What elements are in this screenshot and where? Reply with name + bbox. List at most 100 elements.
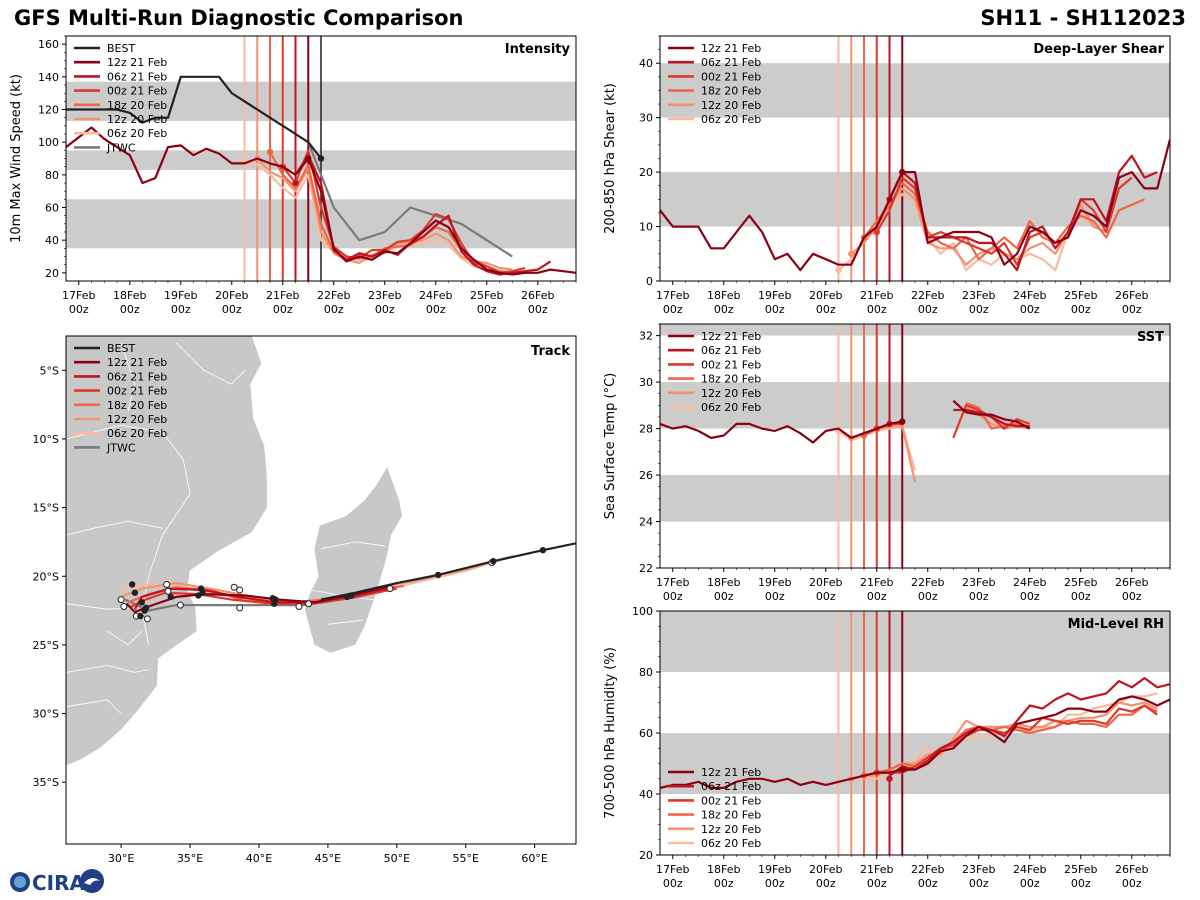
intensity-ytick-label: 80 [45, 169, 59, 182]
sst-legend-label-06z-21-feb: 06z 21 Feb [701, 344, 761, 357]
track-legend-label-best: BEST [107, 342, 135, 355]
sst-legend-label-06z-20-feb: 06z 20 Feb [701, 401, 761, 414]
track-ytick-label: 10°S [33, 433, 59, 446]
intensity-series-06z-20-feb [244, 160, 500, 273]
intensity-xtick-label-hour: 00z [324, 303, 344, 316]
shear-ylabel: 200-850 hPa Shear (kt) [603, 83, 618, 234]
sst-ylabel: Sea Surface Temp (°C) [603, 373, 618, 520]
rh-xtick-label-date: 23Feb [962, 863, 995, 876]
shear-marker-12z-21-feb-0 [899, 168, 906, 176]
shear-xtick-label-date: 20Feb [809, 289, 842, 302]
sst-xtick-label-date: 26Feb [1115, 576, 1148, 589]
admin-boundary-8 [327, 619, 363, 625]
rh-marker-12z-21-feb-0 [899, 766, 906, 773]
shear-legend-label-00z-21-feb: 00z 21 Feb [701, 70, 761, 83]
intensity-legend-label-06z-21-feb: 06z 21 Feb [107, 70, 167, 83]
track-xtick-label: 50°E [384, 852, 410, 865]
shear-xtick-label-hour: 00z [867, 303, 887, 316]
rh-legend-label-00z-21-feb: 00z 21 Feb [701, 794, 761, 807]
intensity-ylabel: 10m Max Wind Speed (kt) [9, 74, 24, 243]
track-position-best-2 [434, 571, 442, 579]
admin-boundary-2 [66, 603, 140, 610]
sst-xtick-label-date: 19Feb [758, 576, 791, 589]
admin-boundary-9 [176, 342, 246, 385]
rh-ylabel: 700-500 hPa Humidity (%) [603, 647, 618, 819]
shear-xtick-label-hour: 00z [1122, 303, 1142, 316]
shear-band-1 [660, 63, 1170, 118]
track-position-best-1 [490, 557, 497, 565]
shear-xtick-label-date: 18Feb [707, 289, 740, 302]
sst-legend-label-18z-20-feb: 18z 20 Feb [701, 373, 761, 386]
rh-xtick-label-date: 19Feb [758, 863, 791, 876]
intensity-legend-label-18z-20-feb: 18z 20 Feb [107, 99, 167, 112]
track-legend-label-12z-20-feb: 12z 20 Feb [107, 413, 167, 426]
admin-boundary-6 [320, 541, 386, 550]
rh-xtick-label-date: 24Feb [1013, 863, 1046, 876]
rh-marker-06z-21-feb-0 [886, 775, 893, 782]
sst-series-18z-20-feb [965, 401, 1030, 430]
rh-xtick-label-date: 20Feb [809, 863, 842, 876]
track-position-12z-21-feb-2 [199, 589, 206, 596]
sst-ytick-label: 22 [639, 562, 653, 575]
shear-ytick-label: 40 [639, 57, 653, 70]
intensity-ytick-label: 100 [38, 136, 59, 149]
sst-xtick-label-hour: 00z [1071, 590, 1091, 603]
intensity-xtick-label-hour: 00z [477, 303, 497, 316]
rh-panel-title: Mid-Level RH [1068, 617, 1164, 632]
track-legend-label-00z-21-feb: 00z 21 Feb [107, 385, 167, 398]
track-legend-label-06z-20-feb: 06z 20 Feb [107, 427, 167, 440]
rh-xtick-label-hour: 00z [918, 877, 938, 890]
track-legend-label-06z-21-feb: 06z 21 Feb [107, 370, 167, 383]
panel-sst: 22242628303217Feb00z18Feb00z19Feb00z20Fe… [603, 323, 1171, 603]
sst-xtick-label-hour: 00z [969, 590, 989, 603]
track-position-jtwc-4 [236, 604, 244, 612]
sst-series-12z-21-feb [660, 420, 903, 444]
track-xtick-label: 60°E [521, 852, 547, 865]
track-position-jtwc-5 [176, 601, 184, 609]
rh-series-00z-21-feb [876, 704, 1158, 774]
shear-xtick-label-date: 25Feb [1064, 289, 1097, 302]
rh-xtick-label-hour: 00z [1020, 877, 1040, 890]
track-ytick-label: 15°S [33, 502, 59, 515]
rh-xtick-label-date: 17Feb [656, 863, 689, 876]
storm-id-title: SH11 - SH112023 [980, 6, 1186, 30]
rh-xtick-label-date: 26Feb [1115, 863, 1148, 876]
intensity-series-00z-21-feb [281, 149, 526, 274]
sst-xtick-label-hour: 00z [714, 590, 734, 603]
sst-band-0 [660, 475, 1170, 522]
shear-ytick-label: 20 [639, 166, 653, 179]
intensity-legend-label-jtwc: JTWC [106, 141, 136, 154]
sst-xtick-label-hour: 00z [816, 590, 836, 603]
sst-xtick-label-date: 17Feb [656, 576, 689, 589]
shear-xtick-label-date: 23Feb [962, 289, 995, 302]
rh-ytick-label: 100 [632, 605, 653, 618]
track-position-06z-21-feb-3 [138, 599, 146, 606]
intensity-marker-18z-20-feb-0 [266, 148, 274, 156]
intensity-legend-label-best: BEST [107, 42, 135, 55]
intensity-legend-label-06z-20-feb: 06z 20 Feb [107, 127, 167, 140]
intensity-series-best [66, 75, 322, 160]
track-ytick-label: 30°S [33, 708, 59, 721]
track-position-jtwc-10 [163, 581, 171, 589]
rh-plot-area [660, 611, 1170, 855]
intensity-xtick-label-date: 25Feb [470, 289, 503, 302]
shear-xtick-label-date: 24Feb [1013, 289, 1046, 302]
sst-xtick-label-date: 18Feb [707, 576, 740, 589]
sst-xtick-label-date: 23Feb [962, 576, 995, 589]
shear-xtick-label-hour: 00z [1071, 303, 1091, 316]
track-xtick-label: 40°E [246, 852, 272, 865]
track-position-12z-21-feb-3 [167, 593, 174, 601]
track-position-jtwc-13 [236, 586, 244, 594]
intensity-xtick-label-date: 22Feb [317, 289, 350, 302]
sst-ytick-label: 30 [639, 376, 653, 389]
intensity-xtick-label-date: 26Feb [521, 289, 554, 302]
track-xtick-label: 35°E [177, 852, 203, 865]
intensity-xtick-label-hour: 00z [426, 303, 446, 316]
cira-logo-text: CIRA [32, 871, 86, 895]
track-ytick-label: 5°S [40, 364, 59, 377]
panel-track: 30°E 35°E 40°E 45°E 50°E 55°E 60°E 5°S 10°S 15°S 2… [33, 335, 577, 865]
rh-legend-label-12z-21-feb: 12z 21 Feb [701, 766, 761, 779]
sst-xtick-label-hour: 00z [918, 590, 938, 603]
cira-logo-globe-inner [14, 876, 26, 888]
